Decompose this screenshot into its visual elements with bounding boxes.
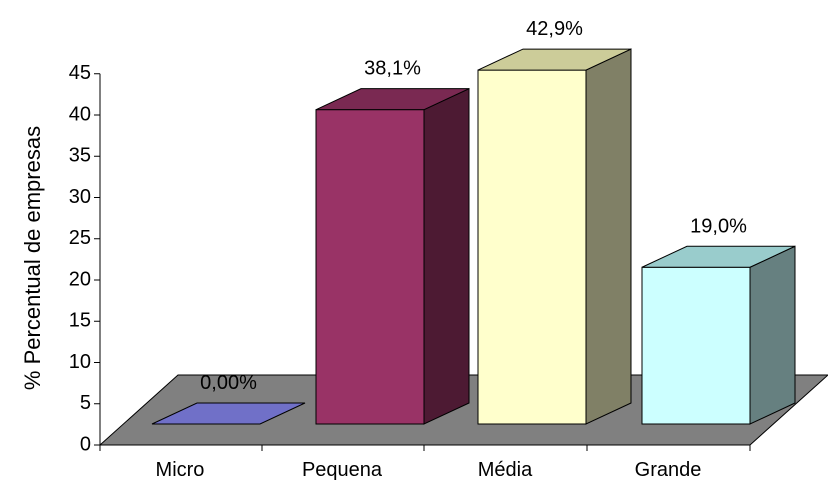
y-tick-label: 30 [69, 186, 91, 208]
bars [151, 48, 796, 425]
bar-top [151, 402, 306, 425]
y-tick-label: 0 [80, 433, 91, 455]
x-category-label: Grande [635, 459, 702, 481]
bar-micro [151, 402, 306, 425]
y-axis-title: % Percentual de empresas [20, 126, 45, 390]
bar-pequena [315, 87, 470, 425]
bar-grande [641, 245, 796, 425]
x-category-label: Micro [156, 459, 205, 481]
bar-média [477, 48, 632, 425]
y-tick-label: 5 [80, 392, 91, 414]
y-axis: 0 5 10 15 20 25 30 35 40 45 [69, 62, 751, 455]
bar-side [749, 245, 796, 425]
bar-front [315, 109, 425, 425]
data-label: 19,0% [690, 215, 747, 237]
data-label: 0,00% [200, 372, 257, 394]
bar-top [641, 245, 796, 268]
y-tick-label: 25 [69, 227, 91, 249]
bar-front [641, 266, 751, 425]
bar-side [585, 48, 632, 425]
y-tick-label: 35 [69, 145, 91, 167]
y-tick-label: 20 [69, 268, 91, 290]
bar-front [477, 69, 587, 425]
y-tick-label: 45 [69, 62, 91, 84]
x-category-label: Média [478, 459, 533, 481]
bar-top [477, 48, 632, 71]
y-tick-label: 15 [69, 310, 91, 332]
y-tick-label: 40 [69, 103, 91, 125]
data-label: 38,1% [364, 58, 421, 80]
y-tick-label: 10 [69, 351, 91, 373]
x-category-label: Pequena [302, 459, 383, 481]
data-label: 42,9% [526, 18, 583, 40]
bar-side [423, 87, 470, 425]
labels: 0,00% Micro 38,1% Pequena 42,9% Média 19,0% Gra… [156, 18, 748, 481]
bar-top [315, 88, 470, 111]
